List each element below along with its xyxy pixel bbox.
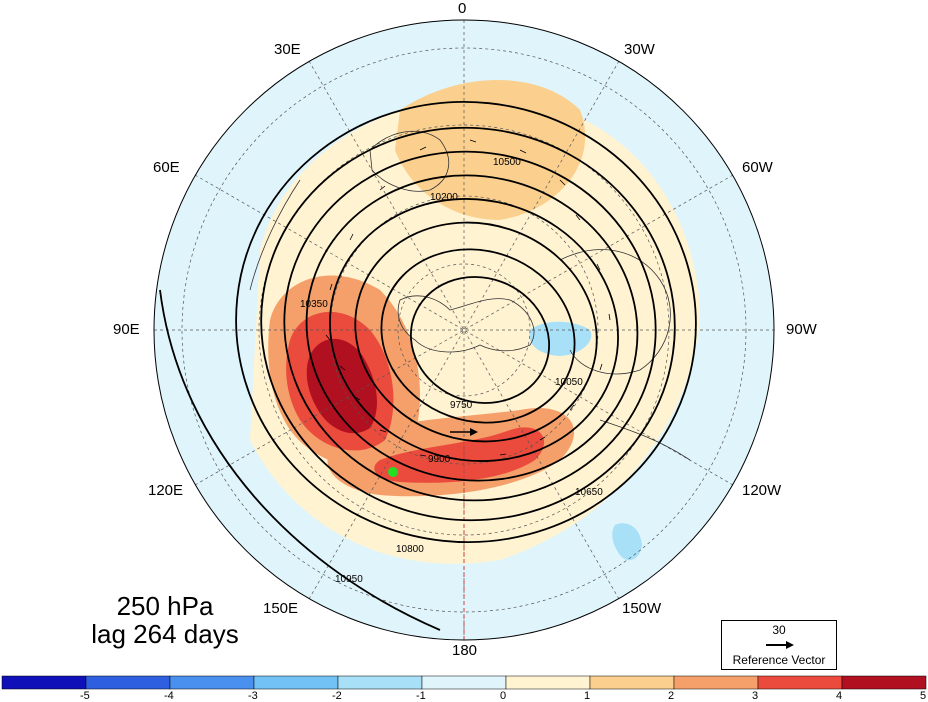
contour-label-10350: 10350 — [300, 299, 328, 310]
colorbar-tick-label: 3 — [752, 690, 759, 702]
contour-label-9900: 9900 — [428, 454, 451, 465]
colorbar-tick-label: -5 — [80, 690, 90, 702]
green-marker — [388, 467, 398, 477]
colorbar-swatch — [673, 675, 759, 690]
contour-labels: 9900 9750 10050 10200 10350 10500 10650 … — [300, 157, 603, 585]
colorbar-tick-label: -4 — [164, 690, 174, 702]
contour-label-10800: 10800 — [396, 544, 424, 555]
reference-vector-magnitude: 30 — [772, 623, 786, 637]
lon-label-150e: 150E — [263, 600, 299, 617]
anomaly-core-siberia — [306, 338, 377, 434]
reference-arrow-icon — [766, 641, 794, 649]
disk-outline — [153, 19, 775, 641]
lag-label: lag 264 days — [91, 619, 239, 649]
anomaly-patch-europe — [395, 80, 586, 220]
colorbar-tick-label: 2 — [668, 690, 675, 702]
reference-vector-box: 30 Reference Vector — [721, 620, 837, 670]
height-contours — [159, 100, 697, 631]
lon-label-180: 180 — [452, 642, 478, 659]
lon-label-0: 0 — [458, 0, 467, 17]
anomaly-negative-pacific — [612, 523, 642, 561]
contour-label-10950: 10950 — [335, 574, 363, 585]
lon-label-90e: 90E — [113, 321, 140, 338]
colorbar-swatch — [337, 675, 423, 690]
contour-label-10500: 10500 — [493, 157, 521, 168]
contour-label-10200: 10200 — [430, 192, 458, 203]
colorbar-swatch — [589, 675, 675, 690]
lon-label-30w: 30W — [624, 41, 655, 58]
colorbar-swatch — [841, 675, 927, 690]
lon-label-30e: 30E — [274, 41, 301, 58]
lon-label-90w: 90W — [786, 321, 817, 338]
colorbar-swatch — [85, 675, 171, 690]
colorbar-swatch — [1, 675, 87, 690]
colorbar-tick-label: 4 — [836, 690, 843, 702]
lon-label-60w: 60W — [742, 159, 773, 176]
contour-label-10650: 10650 — [575, 487, 603, 498]
colorbar — [1, 675, 927, 690]
colorbar-tick-label: -3 — [248, 690, 258, 702]
panel-title: 250 hPa lag 264 days — [70, 592, 260, 648]
lon-label-120e: 120E — [148, 482, 184, 499]
reference-vector-caption: Reference Vector — [732, 653, 826, 667]
lon-label-60e: 60E — [153, 159, 180, 176]
map-disk — [154, 20, 774, 640]
colorbar-swatch — [757, 675, 843, 690]
colorbar-tick-label: 0 — [500, 690, 507, 702]
colorbar-tick-label: 1 — [584, 690, 591, 702]
colorbar-swatch — [505, 675, 591, 690]
contour-label-10050: 10050 — [555, 377, 583, 388]
colorbar-tick-label: -2 — [332, 690, 342, 702]
wind-vectors — [325, 139, 611, 461]
colorbar-swatch — [421, 675, 507, 690]
colorbar-tick-label: 5 — [920, 690, 927, 702]
contour-label-9750: 9750 — [450, 400, 473, 411]
colorbar-swatch — [169, 675, 255, 690]
coastlines — [249, 130, 691, 461]
lon-label-150w: 150W — [622, 600, 662, 617]
lon-label-120w: 120W — [742, 482, 782, 499]
pressure-level-label: 250 hPa — [116, 591, 214, 621]
colorbar-swatch — [253, 675, 339, 690]
colorbar-tick-label: -1 — [416, 690, 426, 702]
